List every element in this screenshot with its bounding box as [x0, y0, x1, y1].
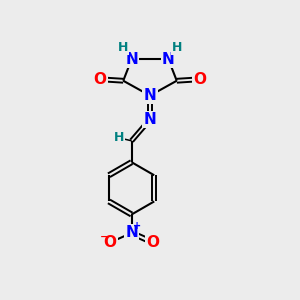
Text: O: O: [104, 235, 117, 250]
Text: N: N: [162, 52, 175, 67]
Text: O: O: [94, 72, 106, 87]
Text: N: N: [125, 225, 138, 240]
Text: O: O: [146, 235, 160, 250]
Text: N: N: [144, 88, 156, 103]
Text: +: +: [133, 221, 141, 231]
Text: O: O: [194, 72, 206, 87]
Text: N: N: [125, 52, 138, 67]
Text: H: H: [172, 41, 182, 54]
Text: H: H: [114, 131, 124, 144]
Text: N: N: [144, 112, 156, 127]
Text: −: −: [100, 232, 110, 242]
Text: H: H: [118, 41, 128, 54]
